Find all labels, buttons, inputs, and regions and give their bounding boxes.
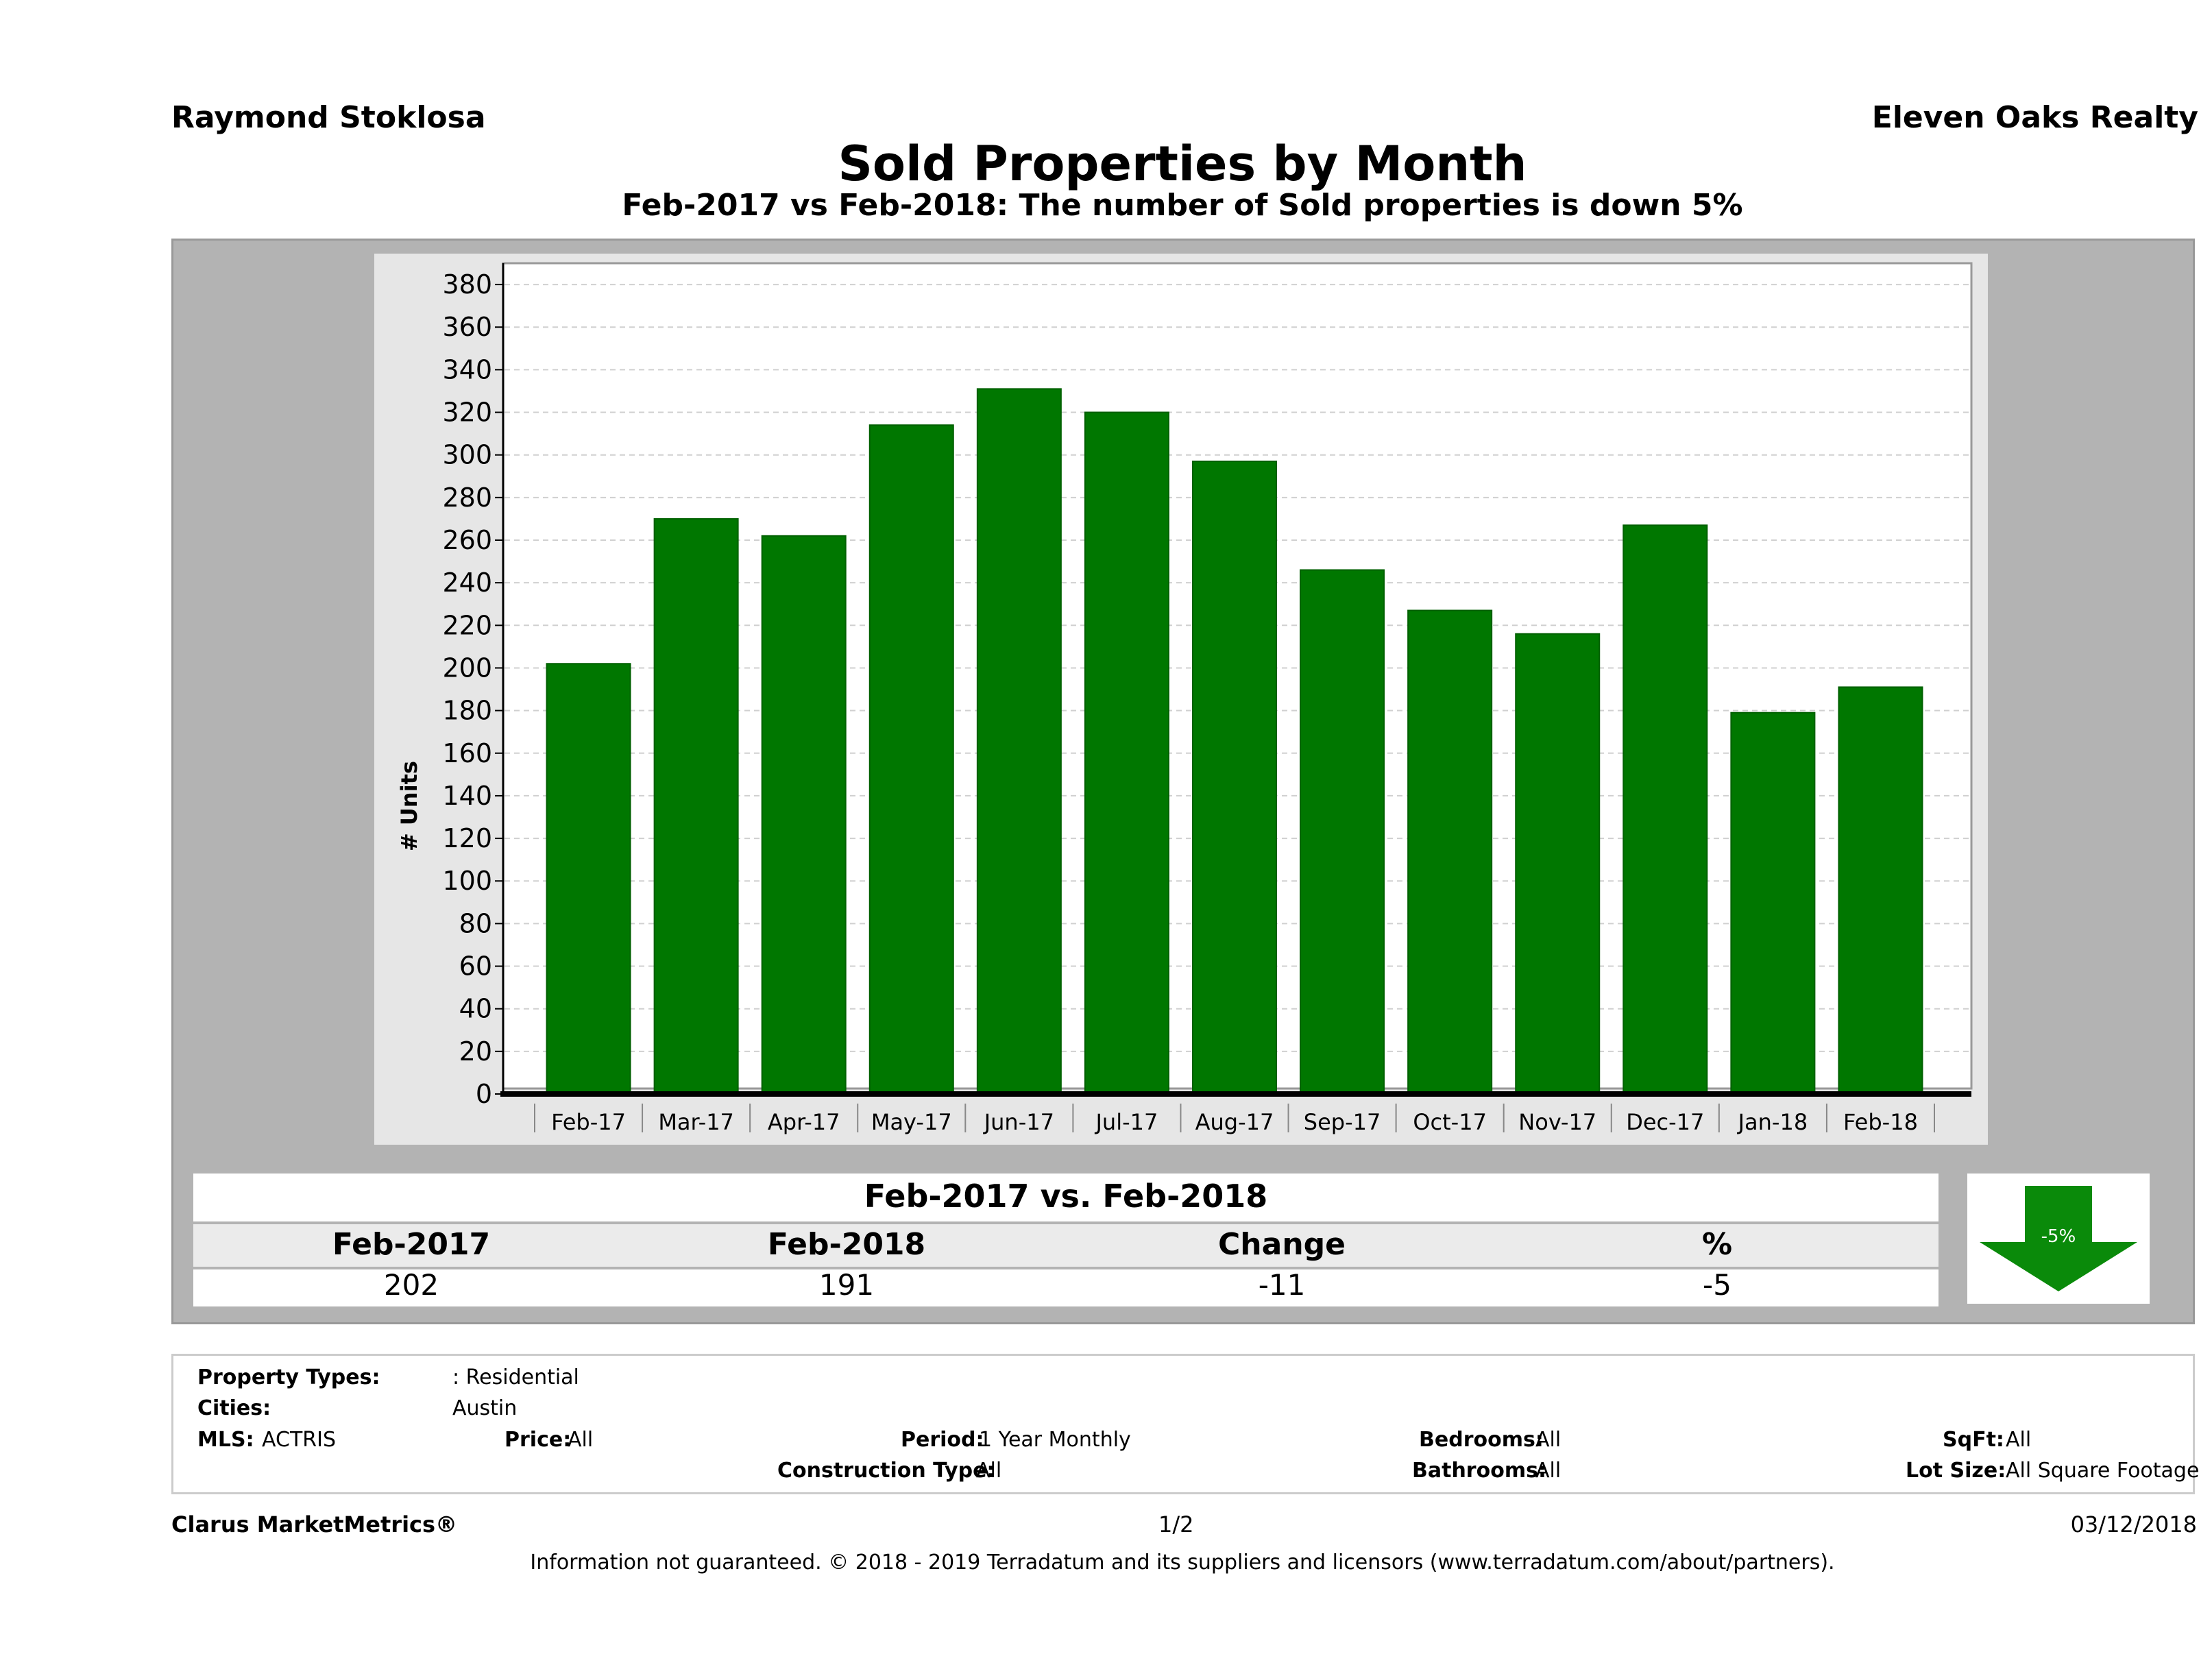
bar-mar-17 xyxy=(653,518,739,1095)
summary-header-feb2017: Feb-2017 xyxy=(332,1227,491,1262)
footer-brand: Clarus MarketMetrics® xyxy=(171,1511,458,1537)
y-tick-label: 100 xyxy=(442,866,492,896)
construction-type-label: Construction Type: xyxy=(777,1459,995,1483)
agent-name: Raymond Stoklosa xyxy=(171,100,486,135)
report-date: 03/12/2018 xyxy=(2070,1511,2197,1537)
x-tick-label: Jan-18 xyxy=(1737,1109,1808,1135)
lot-size-value: All Square Footage xyxy=(2006,1459,2200,1483)
y-tick-label: 340 xyxy=(442,354,492,385)
bathrooms-value: All xyxy=(1535,1459,1561,1483)
x-tick-label: Jul-17 xyxy=(1094,1109,1158,1135)
period-value: 1 Year Monthly xyxy=(979,1428,1131,1452)
x-tick-label: Mar-17 xyxy=(658,1109,734,1135)
summary-header-row xyxy=(193,1224,1938,1267)
y-tick-label: 260 xyxy=(442,525,492,555)
page-subtitle: Feb-2017 vs Feb-2018: The number of Sold… xyxy=(622,188,1743,223)
bar-feb-17 xyxy=(546,663,631,1095)
disclaimer: Information not guaranteed. © 2018 - 201… xyxy=(530,1551,1835,1574)
x-tick-label: May-17 xyxy=(871,1109,952,1135)
bathrooms-label: Bathrooms: xyxy=(1412,1459,1546,1483)
y-tick-label: 280 xyxy=(442,483,492,513)
y-tick-label: 60 xyxy=(459,951,492,982)
bar-jan-18 xyxy=(1730,712,1816,1095)
bar-oct-17 xyxy=(1407,609,1493,1095)
summary-value-row xyxy=(193,1269,1938,1306)
brokerage-name: Eleven Oaks Realty xyxy=(1871,100,2198,135)
y-tick-label: 200 xyxy=(442,653,492,683)
sqft-value: All xyxy=(2006,1428,2032,1452)
y-tick-label: 220 xyxy=(442,610,492,640)
x-tick-label: Nov-17 xyxy=(1518,1109,1596,1135)
bar-nov-17 xyxy=(1515,633,1601,1095)
bar-sep-17 xyxy=(1300,569,1385,1095)
y-tick-label: 320 xyxy=(442,398,492,428)
bar-apr-17 xyxy=(761,535,847,1095)
summary-header-change: Change xyxy=(1218,1227,1346,1262)
filters-panel xyxy=(171,1354,2195,1494)
summary-value-feb2018: 191 xyxy=(818,1268,875,1302)
y-tick-label: 120 xyxy=(442,823,492,853)
y-tick-label: 80 xyxy=(459,908,492,938)
mls-label: MLS: xyxy=(197,1428,254,1452)
bedrooms-value: All xyxy=(1535,1428,1561,1452)
bar-dec-17 xyxy=(1622,524,1708,1095)
y-tick-label: 360 xyxy=(442,312,492,342)
summary-value-percent: -5 xyxy=(1703,1268,1731,1302)
cities-value: Austin xyxy=(452,1396,518,1420)
price-label: Price: xyxy=(505,1428,572,1452)
x-tick-label: Apr-17 xyxy=(768,1109,840,1135)
x-tick-label: Sep-17 xyxy=(1304,1109,1381,1135)
bar-jul-17 xyxy=(1084,411,1169,1095)
bar-chart: 0 20 40 60 80 100 120 140 160 180 200 220 240 260 280 3… xyxy=(396,262,1973,1135)
x-tick-label: Dec-17 xyxy=(1626,1109,1704,1135)
summary-value-change: -11 xyxy=(1258,1268,1306,1302)
y-tick-label: 0 xyxy=(476,1079,492,1109)
x-tick-label: Jun-17 xyxy=(983,1109,1054,1135)
bar-jun-17 xyxy=(976,388,1062,1095)
summary-title-box xyxy=(193,1174,1938,1221)
x-tick-label: Aug-17 xyxy=(1195,1109,1274,1135)
page-title: Sold Properties by Month xyxy=(838,136,1527,192)
summary-header-feb2018: Feb-2018 xyxy=(767,1227,926,1262)
y-tick-label: 140 xyxy=(442,781,492,811)
price-value: All xyxy=(568,1428,594,1452)
y-axis-label: # Units xyxy=(396,761,422,851)
property-types-value: : Residential xyxy=(452,1365,579,1389)
y-tick-label: 180 xyxy=(442,696,492,726)
period-label: Period: xyxy=(901,1428,984,1452)
change-badge: -5% xyxy=(2041,1226,2076,1247)
grid-lines xyxy=(505,284,1970,1052)
summary-title: Feb-2017 vs. Feb-2018 xyxy=(864,1178,1268,1215)
y-tick-label: 160 xyxy=(442,738,492,768)
property-types-label: Property Types: xyxy=(197,1365,380,1389)
bar-may-17 xyxy=(868,424,954,1095)
y-tick-label: 240 xyxy=(442,568,492,598)
bedrooms-label: Bedrooms: xyxy=(1419,1428,1544,1452)
x-tick-label: Feb-17 xyxy=(551,1109,626,1135)
y-tick-label: 300 xyxy=(442,440,492,470)
construction-type-value: All xyxy=(976,1459,1002,1483)
bar-feb-18 xyxy=(1838,686,1923,1095)
bars xyxy=(546,388,1923,1095)
y-tick-label: 380 xyxy=(442,269,492,300)
x-tick-label: Oct-17 xyxy=(1413,1109,1487,1135)
sqft-label: SqFt: xyxy=(1943,1428,2004,1452)
axes: 0 20 40 60 80 100 120 140 160 180 200 220 240 260 280 3… xyxy=(442,263,1971,1135)
down-arrow-icon: -5% xyxy=(1980,1186,2137,1291)
page-number: 1/2 xyxy=(1158,1511,1194,1537)
summary-value-feb2017: 202 xyxy=(383,1268,439,1302)
arrow-shape xyxy=(1980,1186,2137,1291)
cities-label: Cities: xyxy=(197,1396,271,1420)
lot-size-label: Lot Size: xyxy=(1906,1459,2006,1483)
mls-value: ACTRIS xyxy=(262,1428,337,1452)
bar-aug-17 xyxy=(1192,461,1277,1095)
x-tick-label: Feb-18 xyxy=(1843,1109,1918,1135)
summary-header-percent: % xyxy=(1701,1227,1733,1262)
y-tick-label: 20 xyxy=(459,1036,492,1067)
y-tick-label: 40 xyxy=(459,994,492,1024)
